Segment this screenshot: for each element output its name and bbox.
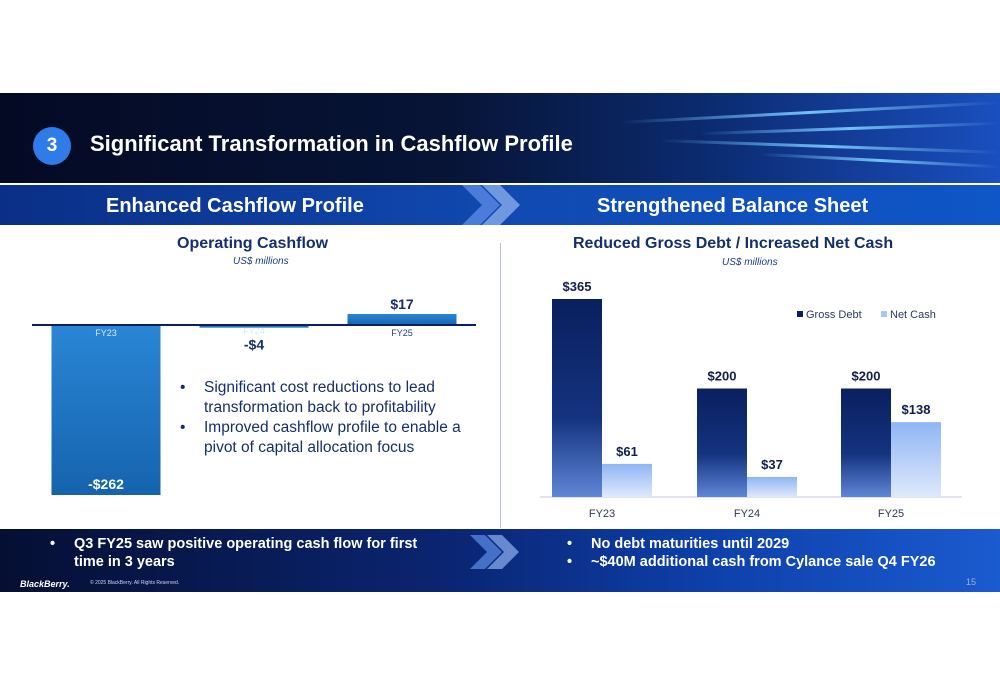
data-label: $61	[616, 444, 638, 459]
right-chart-subtitle: US$ millions	[722, 257, 778, 268]
category-label: FY25	[878, 508, 904, 520]
page-number: 15	[965, 577, 976, 587]
bottom-bullet: • Q3 FY25 saw positive operating cash fl…	[50, 536, 418, 570]
left-chart-title: Operating Cashflow	[177, 235, 329, 252]
legend-label: Net Cash	[890, 309, 936, 321]
right-chart-title: Reduced Gross Debt / Increased Net Cash	[573, 235, 894, 252]
right-section-title: Strengthened Balance Sheet	[597, 195, 869, 217]
bar-net-cash-FY25	[891, 422, 941, 497]
data-label: $138	[902, 402, 931, 417]
slide: 3 Significant Transformation in Cashflow…	[0, 93, 1000, 592]
bottom-right-bullets: • No debt maturities until 2029 • ~$40M …	[567, 535, 987, 571]
legend-swatch	[881, 311, 887, 317]
data-label: $37	[761, 457, 783, 472]
bullet-item: • Significant cost reductions to lead tr…	[180, 379, 436, 416]
bottom-highlights-bar: • Q3 FY25 saw positive operating cash fl…	[0, 529, 1000, 592]
bar-FY24	[199, 325, 309, 328]
left-bullets: • Significant cost reductions to lead tr…	[178, 378, 478, 458]
bar-gross-debt-FY25	[841, 388, 891, 497]
bar-FY25	[347, 313, 457, 325]
bar-net-cash-FY24	[747, 476, 797, 497]
bar-FY23	[51, 325, 161, 495]
category-label: FY23	[589, 508, 615, 520]
section-header-bar: Enhanced Cashflow Profile Strengthened B…	[0, 185, 1000, 225]
chevron-arrows-icon	[462, 185, 520, 225]
blackberry-logo: BlackBerry.	[20, 579, 70, 589]
slide-number-badge: 3	[33, 127, 71, 165]
bar-gross-debt-FY23	[552, 299, 602, 497]
legend-label: Gross Debt	[806, 309, 862, 321]
bottom-bullet: • No debt maturities until 2029	[567, 536, 790, 552]
data-label: -$262	[88, 476, 124, 492]
title-bar: 3 Significant Transformation in Cashflow…	[0, 93, 1000, 183]
chevron-arrows-icon	[470, 535, 519, 569]
category-label: FY25	[391, 328, 413, 338]
data-label: $17	[390, 296, 414, 312]
debt-cash-chart: $365 $200 $200 $61 $37 $138 FY23 FY24 FY25 Gross …	[540, 279, 962, 520]
bottom-bullet: • ~$40M additional cash from Cylance sal…	[567, 554, 936, 570]
slide-title: Significant Transformation in Cashflow P…	[90, 131, 573, 156]
category-label: FY24	[243, 326, 265, 336]
panel-divider	[500, 243, 501, 528]
data-label: -$4	[244, 337, 264, 353]
category-label: FY24	[734, 508, 760, 520]
left-chart-subtitle: US$ millions	[233, 256, 289, 267]
bottom-left-bullets: • Q3 FY25 saw positive operating cash fl…	[50, 535, 430, 571]
bullet-item: • Improved cashflow profile to enable a …	[180, 419, 461, 456]
data-label: $365	[563, 279, 592, 294]
left-section-title: Enhanced Cashflow Profile	[106, 195, 364, 217]
bar-net-cash-FY23	[602, 463, 652, 497]
operating-cashflow-chart: FY23 FY24 FY25 -$262 -$4 $17	[32, 296, 476, 495]
data-label: $200	[852, 369, 881, 384]
bar-gross-debt-FY24	[697, 388, 747, 497]
category-label: FY23	[95, 328, 117, 338]
copyright-text: © 2025 BlackBerry. All Rights Reserved.	[90, 580, 180, 586]
legend-swatch	[797, 311, 803, 317]
data-label: $200	[708, 369, 737, 384]
